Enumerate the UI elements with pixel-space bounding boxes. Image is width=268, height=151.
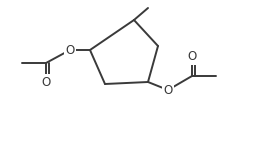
Text: O: O: [163, 84, 173, 96]
Text: O: O: [187, 50, 197, 64]
Text: O: O: [41, 76, 51, 88]
Text: O: O: [65, 43, 75, 56]
